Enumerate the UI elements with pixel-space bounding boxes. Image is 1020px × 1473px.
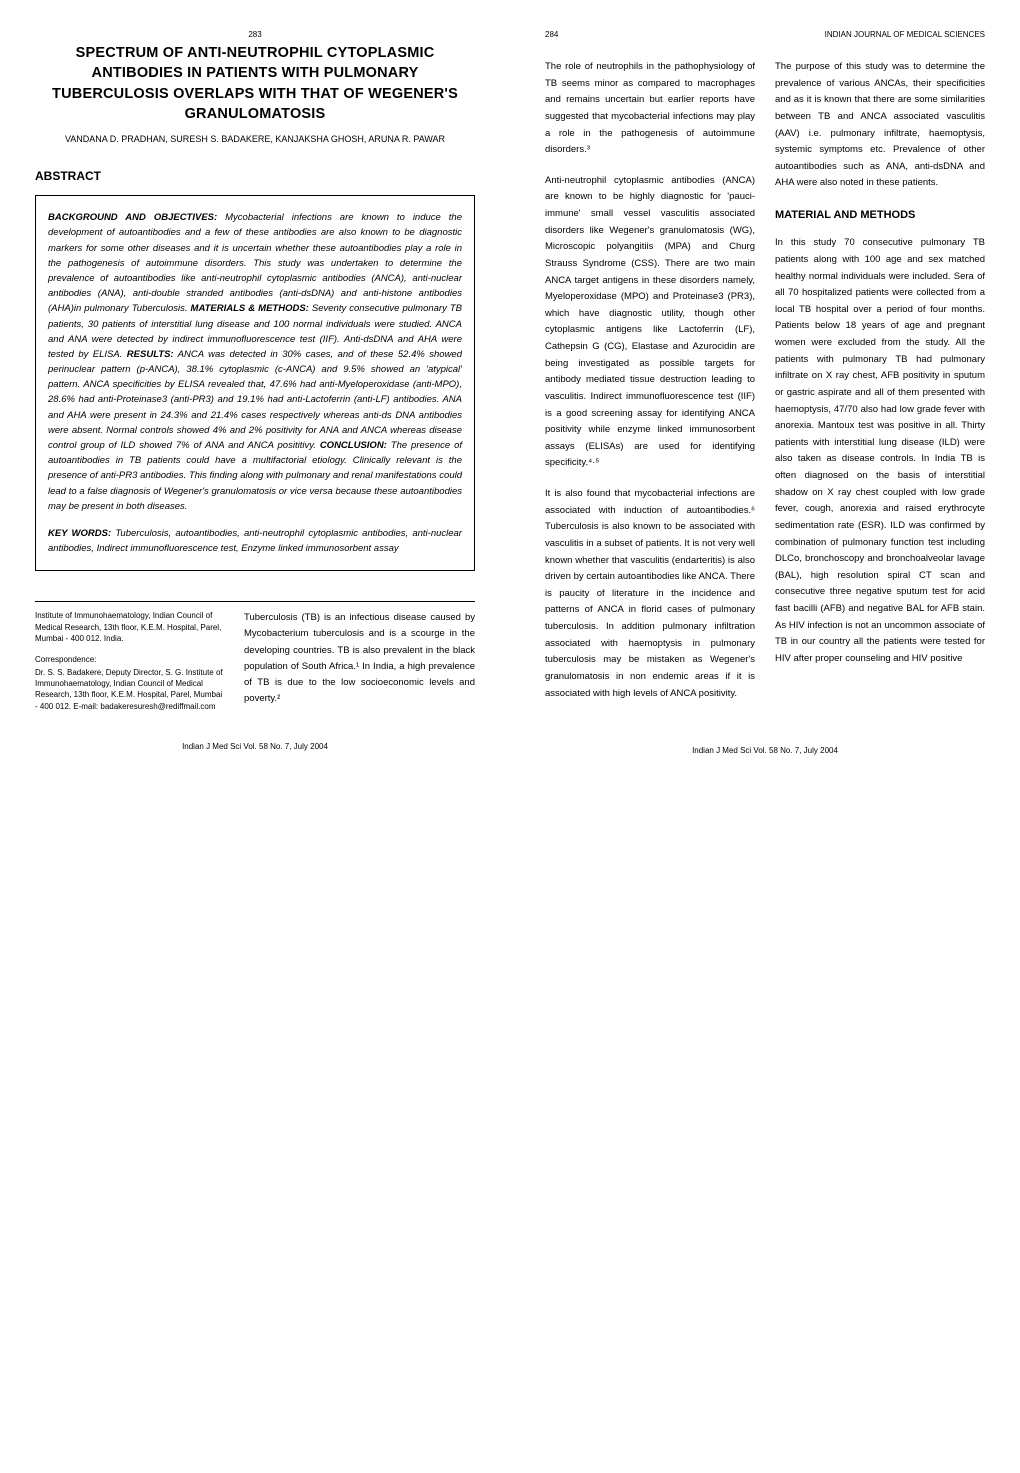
abstract-results-text: ANCA was detected in 30% cases, and of t… bbox=[48, 349, 462, 451]
page-number-left: 283 bbox=[35, 30, 475, 39]
body-p4: The purpose of this study was to determi… bbox=[775, 59, 985, 192]
keywords-text: Tuberculosis, autoantibodies, anti-neutr… bbox=[48, 528, 462, 554]
abstract-box: BACKGROUND AND OBJECTIVES: Mycobacterial… bbox=[35, 195, 475, 571]
footer-section: Institute of Immunohaematology, Indian C… bbox=[35, 601, 475, 712]
correspondence-label: Correspondence: bbox=[35, 654, 224, 665]
body-p5: In this study 70 consecutive pulmonary T… bbox=[775, 235, 985, 667]
page-footer-right: Indian J Med Sci Vol. 58 No. 7, July 200… bbox=[545, 746, 985, 755]
article-title: SPECTRUM OF ANTI-NEUTROPHIL CYTOPLASMIC … bbox=[35, 43, 475, 124]
page-right: 284 INDIAN JOURNAL OF MEDICAL SCIENCES T… bbox=[510, 0, 1020, 785]
abstract-body: BACKGROUND AND OBJECTIVES: Mycobacterial… bbox=[48, 210, 462, 514]
correspondence-text: Dr. S. S. Badakere, Deputy Director, S. … bbox=[35, 667, 224, 712]
body-p2: Anti-neutrophil cytoplasmic antibodies (… bbox=[545, 173, 755, 472]
body-p3: It is also found that mycobacterial infe… bbox=[545, 486, 755, 702]
body-column-right: The purpose of this study was to determi… bbox=[775, 59, 985, 716]
abstract-results-label: RESULTS: bbox=[127, 349, 174, 360]
body-column-left: The role of neutrophils in the pathophys… bbox=[545, 59, 755, 716]
abstract-background-text: Mycobacterial infections are known to in… bbox=[48, 212, 462, 314]
abstract-conclusion-label: CONCLUSION: bbox=[320, 440, 387, 451]
abstract-background-label: BACKGROUND AND OBJECTIVES: bbox=[48, 212, 217, 223]
methods-heading: MATERIAL AND METHODS bbox=[775, 206, 985, 225]
page-header-right: 284 INDIAN JOURNAL OF MEDICAL SCIENCES bbox=[545, 30, 985, 39]
affiliation-column: Institute of Immunohaematology, Indian C… bbox=[35, 610, 224, 712]
abstract-heading: ABSTRACT bbox=[35, 169, 475, 183]
keywords: KEY WORDS: Tuberculosis, autoantibodies,… bbox=[48, 526, 462, 556]
affiliation-text: Institute of Immunohaematology, Indian C… bbox=[35, 610, 224, 644]
page-footer-left: Indian J Med Sci Vol. 58 No. 7, July 200… bbox=[35, 742, 475, 751]
page-number-right: 284 bbox=[545, 30, 558, 39]
keywords-label: KEY WORDS: bbox=[48, 528, 111, 539]
body-p1: The role of neutrophils in the pathophys… bbox=[545, 59, 755, 159]
page-left: 283 SPECTRUM OF ANTI-NEUTROPHIL CYTOPLAS… bbox=[0, 0, 510, 785]
intro-paragraph: Tuberculosis (TB) is an infectious disea… bbox=[244, 610, 475, 712]
authors: VANDANA D. PRADHAN, SURESH S. BADAKERE, … bbox=[35, 134, 475, 144]
journal-name: INDIAN JOURNAL OF MEDICAL SCIENCES bbox=[825, 30, 985, 39]
body-columns: The role of neutrophils in the pathophys… bbox=[545, 59, 985, 716]
abstract-materials-label: MATERIALS & METHODS: bbox=[191, 303, 309, 314]
